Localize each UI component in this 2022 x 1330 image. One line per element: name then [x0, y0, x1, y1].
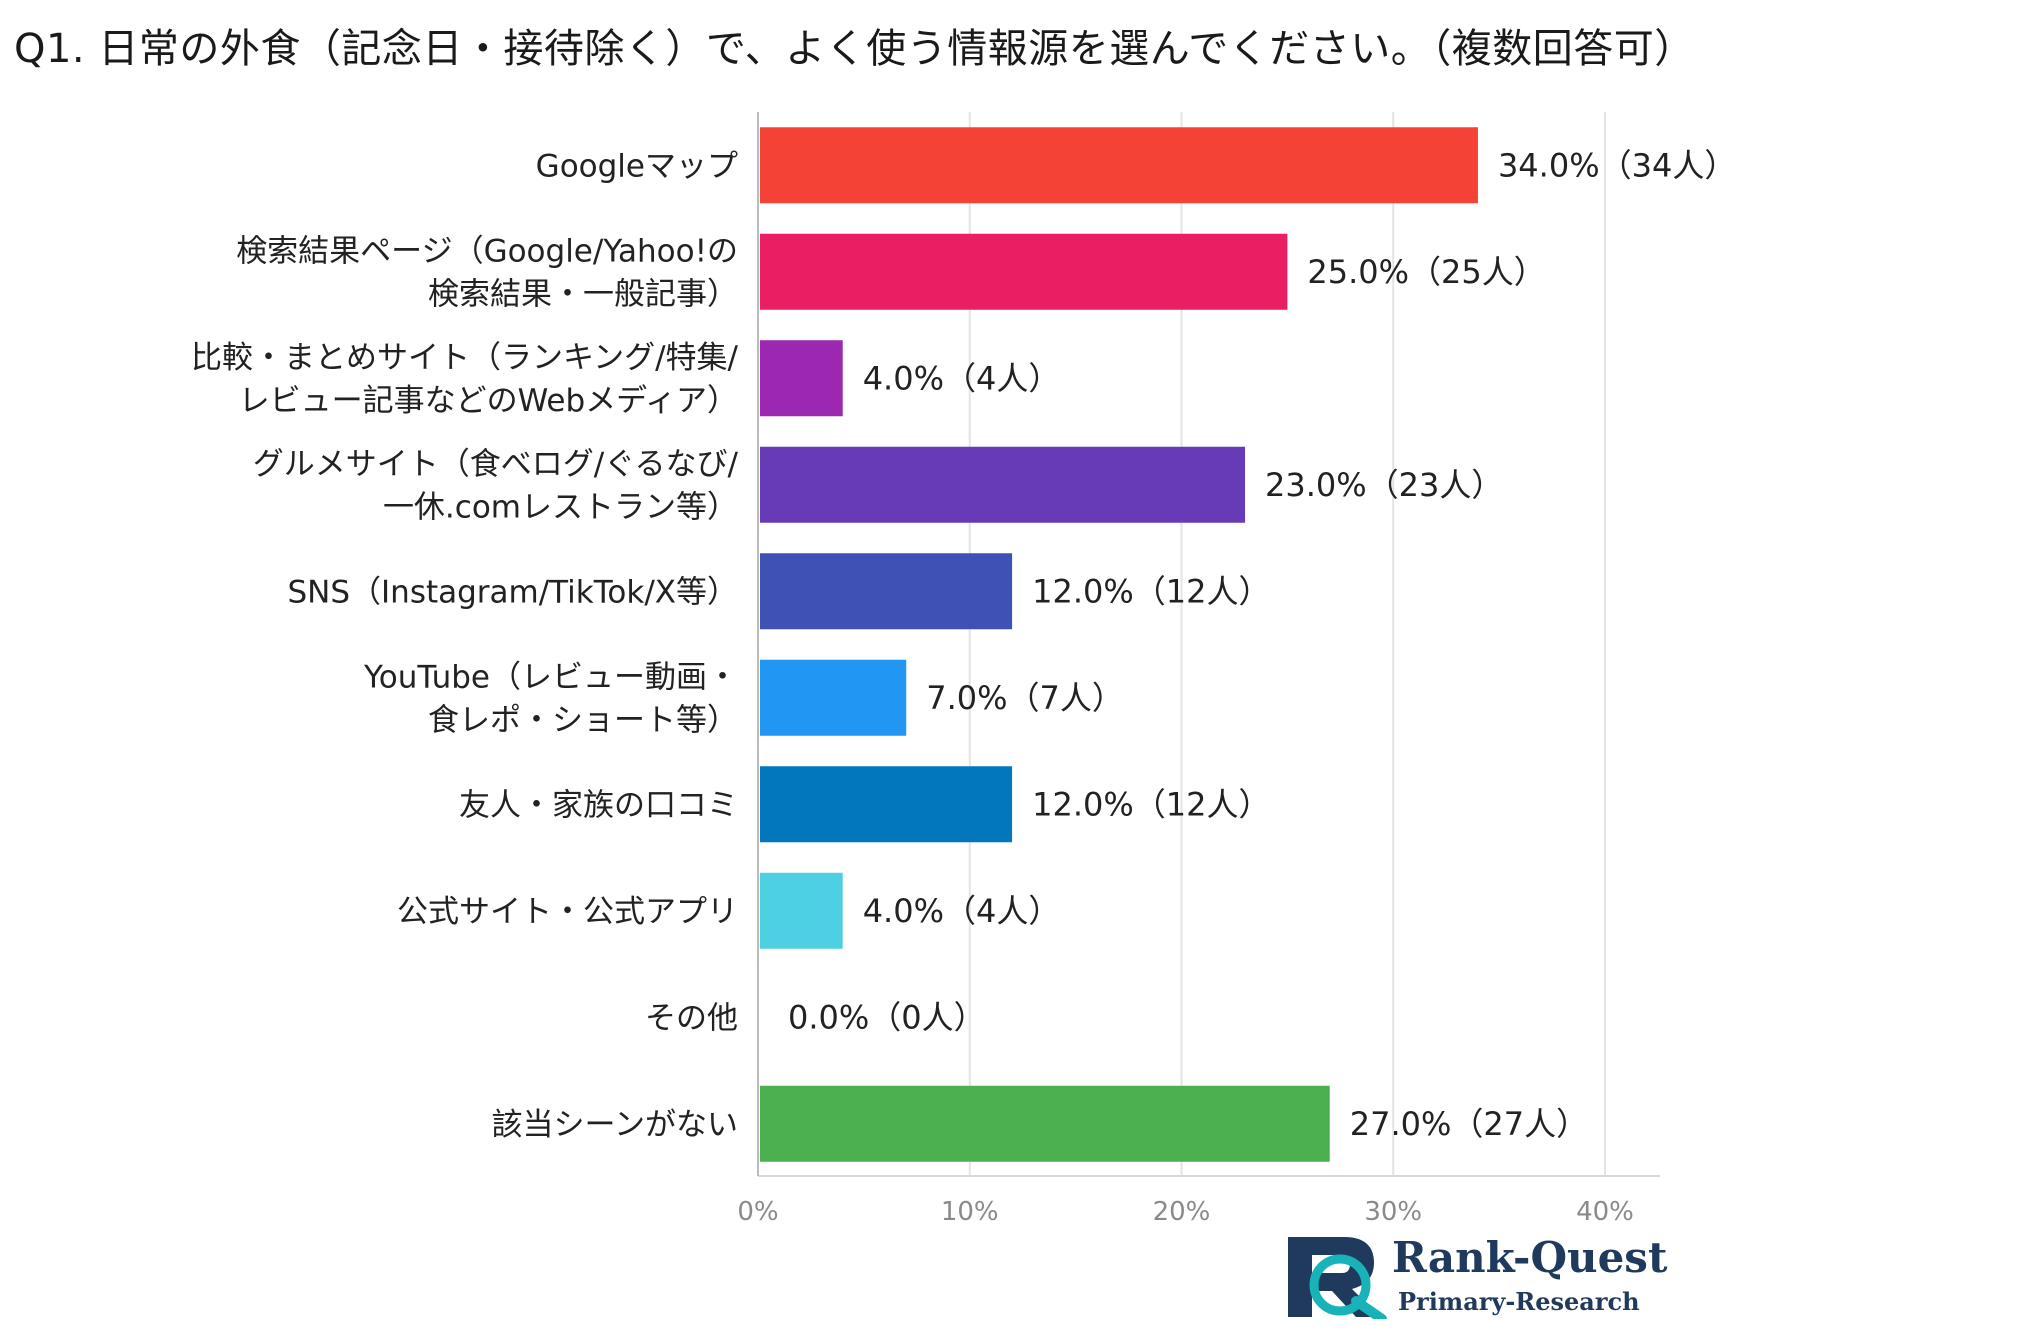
data-label: 7.0%（7人）: [926, 679, 1124, 717]
x-tick-label: 40%: [1576, 1197, 1634, 1227]
bar: [760, 127, 1478, 204]
bar: [760, 872, 843, 949]
brand-name: Rank-Quest: [1392, 1233, 1668, 1282]
bar: [760, 553, 1013, 630]
bar: [760, 1085, 1330, 1162]
chart-title: Q1. 日常の外食（記念日・接待除く）で、よく使う情報源を選んでください。（複数…: [14, 26, 1695, 72]
category-labels: Googleマップ検索結果ページ（Google/Yahoo!の検索結果・一般記事…: [191, 148, 739, 1143]
category-label-line: 公式サイト・公式アプリ: [397, 894, 738, 930]
category-label: 該当シーンがない: [492, 1107, 738, 1143]
category-label-line: 友人・家族の口コミ: [459, 787, 738, 823]
bar: [760, 233, 1288, 310]
rank-quest-logo-icon: [1288, 1237, 1387, 1319]
data-label: 12.0%（12人）: [1032, 572, 1270, 610]
category-label-line: 食レポ・ショート等）: [428, 702, 738, 738]
data-label: 4.0%（4人）: [863, 892, 1061, 930]
data-label: 27.0%（27人）: [1350, 1105, 1588, 1143]
bar: [760, 446, 1246, 523]
category-label-line: 検索結果・一般記事）: [428, 276, 738, 312]
category-label-line: その他: [645, 1000, 738, 1036]
category-label: SNS（Instagram/TikTok/X等）: [287, 574, 738, 610]
category-label: 検索結果ページ（Google/Yahoo!の検索結果・一般記事）: [236, 233, 738, 312]
data-label: 12.0%（12人）: [1032, 785, 1270, 823]
bar: [760, 766, 1013, 843]
x-tick-label: 20%: [1153, 1197, 1211, 1227]
category-label: グルメサイト（食べログ/ぐるなび/一休.comレストラン等）: [253, 446, 739, 525]
bars: [760, 127, 1478, 1162]
category-label-line: 検索結果ページ（Google/Yahoo!の: [236, 233, 738, 269]
data-label: 23.0%（23人）: [1265, 466, 1503, 504]
category-label-line: 比較・まとめサイト（ランキング/特集/: [191, 340, 739, 376]
category-label: Googleマップ: [536, 148, 738, 184]
category-label: その他: [645, 1000, 738, 1036]
x-axis-ticks: 0% 10% 20% 30% 40%: [737, 1197, 1634, 1227]
data-label: 0.0%（0人）: [788, 998, 986, 1036]
x-tick-label: 30%: [1364, 1197, 1422, 1227]
category-label: 公式サイト・公式アプリ: [397, 894, 738, 930]
category-label-line: グルメサイト（食べログ/ぐるなび/: [253, 446, 739, 482]
category-label: YouTube（レビュー動画・食レポ・ショート等）: [363, 659, 738, 738]
brand-subtitle: Primary-Research: [1398, 1287, 1640, 1316]
category-label: 友人・家族の口コミ: [459, 787, 738, 823]
category-label-line: 一休.comレストラン等）: [383, 489, 738, 525]
category-label-line: 該当シーンがない: [492, 1107, 738, 1143]
category-label: 比較・まとめサイト（ランキング/特集/レビュー記事などのWebメディア）: [191, 340, 739, 419]
x-tick-label: 10%: [941, 1197, 999, 1227]
x-tick-label: 0%: [737, 1197, 778, 1227]
rank-quest-logo: Rank-Quest Primary-Research: [1282, 1233, 1702, 1323]
bar: [760, 659, 907, 736]
value-labels: 34.0%（34人） 25.0%（25人） 4.0%（4人） 23.0%（23人） 12…: [788, 146, 1736, 1143]
data-label: 4.0%（4人）: [863, 359, 1061, 397]
bar: [760, 340, 843, 417]
data-label: 34.0%（34人）: [1498, 146, 1736, 184]
category-label-line: YouTube（レビュー動画・: [363, 659, 738, 695]
category-label-line: レビュー記事などのWebメディア）: [239, 383, 738, 419]
category-label-line: SNS（Instagram/TikTok/X等）: [287, 574, 738, 610]
data-label: 25.0%（25人）: [1307, 253, 1545, 291]
category-label-line: Googleマップ: [536, 148, 738, 184]
